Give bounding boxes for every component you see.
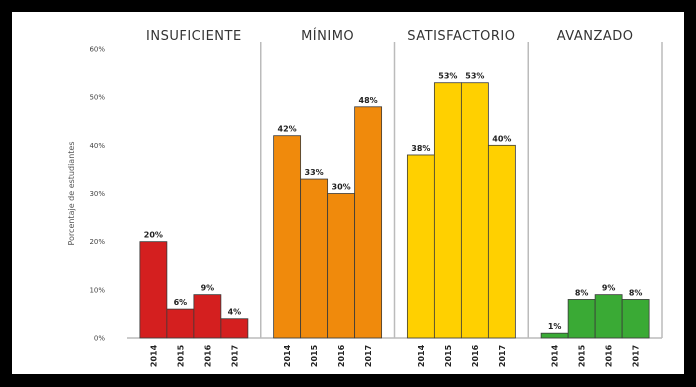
bar-value-label: 53% — [438, 72, 457, 81]
bar — [433, 82, 462, 339]
bar-value-label: 1% — [548, 322, 562, 331]
bar-value-label: 30% — [332, 183, 351, 192]
bar-value-label: 40% — [492, 134, 511, 143]
bar-value-label: 9% — [602, 284, 616, 293]
bar — [621, 299, 650, 339]
x-tick-label: 2015 — [578, 344, 587, 367]
bar-value-label: 38% — [411, 144, 430, 153]
y-tick-label: 40% — [89, 142, 105, 150]
bar — [540, 332, 569, 339]
y-tick-label: 50% — [89, 94, 105, 102]
y-axis-title: Porcentaje de estudiantes — [67, 141, 76, 245]
group-title: AVANZADO — [557, 29, 634, 44]
x-tick-label: 2014 — [149, 344, 158, 367]
y-tick-label: 20% — [89, 238, 105, 246]
bar — [300, 178, 329, 339]
bar — [567, 299, 596, 339]
x-tick-label: 2017 — [230, 345, 239, 367]
bar — [139, 241, 168, 339]
x-tick-label: 2014 — [417, 344, 426, 367]
bar — [193, 294, 222, 339]
bar-value-label: 8% — [575, 288, 589, 297]
bar-value-label: 8% — [629, 288, 643, 297]
y-tick-label: 30% — [89, 190, 105, 198]
x-tick-label: 2017 — [498, 345, 507, 367]
y-tick-label: 60% — [89, 46, 105, 54]
bar-value-label: 53% — [465, 72, 484, 81]
group-title: MÍNIMO — [301, 28, 354, 44]
bar-value-label: 20% — [144, 231, 163, 240]
x-tick-label: 2016 — [203, 344, 212, 367]
x-tick-label: 2016 — [471, 344, 480, 367]
group-title: SATISFACTORIO — [407, 29, 515, 44]
x-tick-label: 2017 — [632, 345, 641, 367]
bar — [220, 318, 249, 339]
bar — [327, 193, 356, 339]
x-tick-label: 2015 — [444, 344, 453, 367]
x-tick-label: 2015 — [310, 344, 319, 367]
bar — [487, 144, 516, 339]
x-tick-label: 2016 — [337, 344, 346, 367]
bar-value-label: 6% — [174, 298, 188, 307]
y-tick-label: 10% — [89, 286, 105, 294]
bar — [406, 154, 435, 339]
bar — [460, 82, 489, 339]
chart-panel: 0% 10% 20% 30% 40% 50% 60% Porcentaje de estudi… — [12, 12, 684, 374]
x-tick-label: 2015 — [176, 344, 185, 367]
bar — [354, 106, 383, 339]
x-tick-label: 2014 — [283, 344, 292, 367]
bar-chart: 0% 10% 20% 30% 40% 50% 60% Porcentaje de estudi… — [67, 28, 663, 367]
y-tick-label: 0% — [94, 335, 105, 343]
bar-value-label: 9% — [201, 284, 215, 293]
bar-value-label: 33% — [305, 168, 324, 177]
x-tick-label: 2016 — [605, 344, 614, 367]
bar-value-label: 4% — [228, 308, 242, 317]
group-title: INSUFICIENTE — [146, 29, 242, 44]
bar — [273, 135, 302, 339]
bar-value-label: 48% — [359, 96, 378, 105]
bar — [166, 308, 195, 339]
x-tick-label: 2017 — [364, 345, 373, 367]
bar-value-label: 42% — [278, 125, 297, 134]
bar — [594, 294, 623, 339]
x-tick-label: 2014 — [551, 344, 560, 367]
